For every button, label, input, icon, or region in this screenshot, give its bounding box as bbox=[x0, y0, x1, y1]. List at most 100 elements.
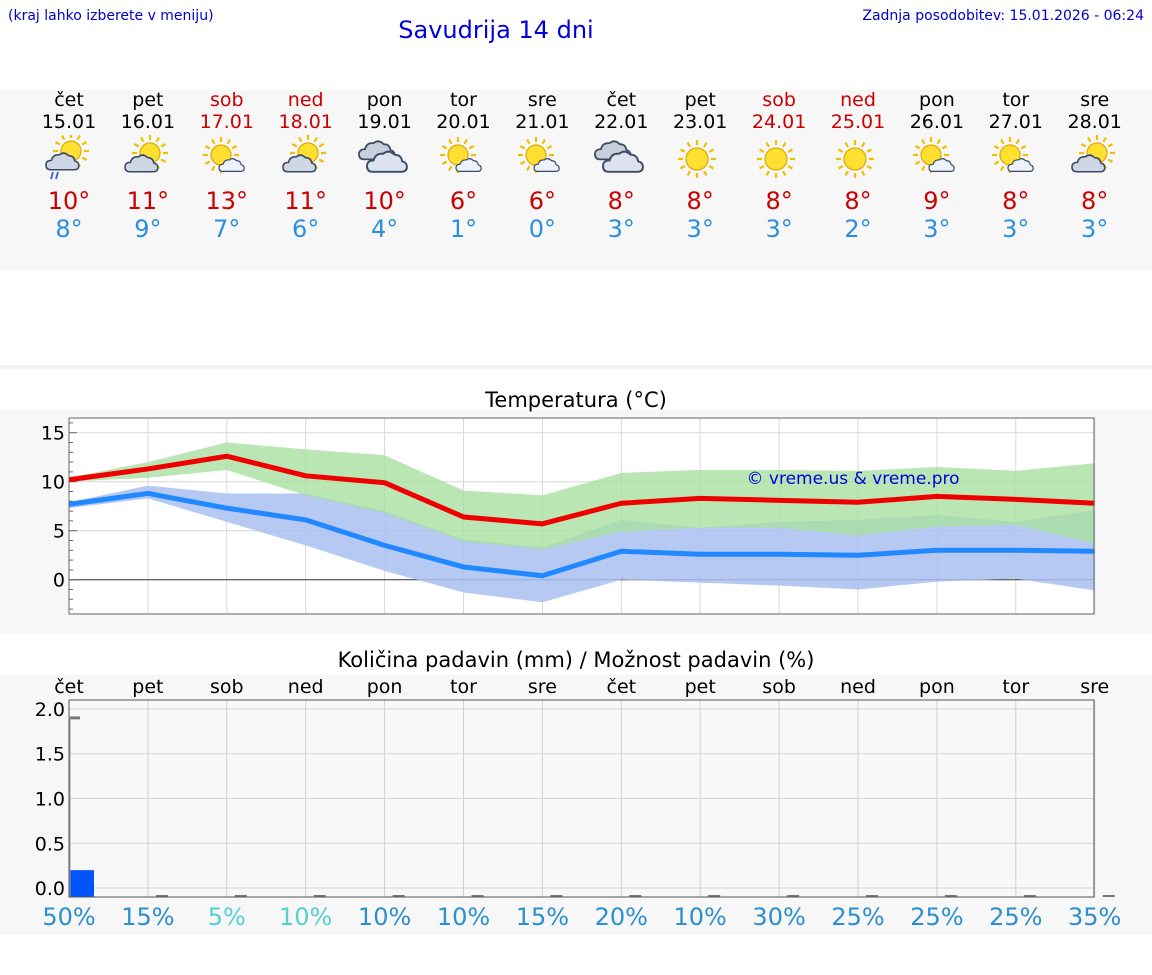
day-name: čet bbox=[606, 89, 637, 111]
x-category-label: tor bbox=[450, 676, 477, 698]
day-date: 20.01 bbox=[436, 111, 491, 133]
y-tick-label: 0.0 bbox=[35, 878, 65, 900]
day-name: ned bbox=[840, 89, 876, 111]
max-temperature: 8° bbox=[607, 187, 635, 215]
sun-cloud-icon bbox=[1055, 135, 1135, 185]
precipitation-probability: 10% bbox=[436, 903, 491, 931]
temperature-chart-title: Temperatura (°C) bbox=[485, 388, 667, 412]
max-temperature-line bbox=[68, 453, 1095, 527]
day-column: sob 24.01 8° 3° bbox=[739, 89, 819, 243]
forecast-strip bbox=[0, 90, 1152, 270]
x-category-label: sob bbox=[762, 676, 796, 698]
x-category-label: pon bbox=[367, 676, 403, 698]
day-column: tor 27.01 8° 3° bbox=[976, 89, 1056, 243]
plot-frame bbox=[68, 699, 1095, 898]
precipitation-probability: 10% bbox=[279, 903, 333, 931]
day-name: sob bbox=[762, 89, 796, 111]
min-temperature: 3° bbox=[923, 215, 951, 243]
max-temperature: 9° bbox=[923, 187, 951, 215]
sun-small-cloud-icon bbox=[424, 135, 504, 185]
sun-small-cloud-icon bbox=[897, 135, 977, 185]
min-temperature: 3° bbox=[765, 215, 793, 243]
precipitation-probability: 10% bbox=[357, 903, 412, 931]
day-name: sre bbox=[527, 89, 557, 111]
day-column: sob 17.01 13° 7° bbox=[187, 89, 267, 243]
min-temperature-line bbox=[68, 490, 1095, 579]
day-column: tor 20.01 6° 1° bbox=[424, 89, 504, 243]
day-column: pon 19.01 10° 4° bbox=[345, 89, 425, 243]
day-name: tor bbox=[450, 89, 477, 111]
day-date: 25.01 bbox=[830, 111, 886, 133]
day-name: pon bbox=[919, 89, 955, 111]
min-temperature: 7° bbox=[213, 215, 241, 243]
divider bbox=[0, 365, 1152, 369]
y-tick-label: 10 bbox=[41, 472, 65, 494]
day-name: pet bbox=[132, 89, 164, 111]
max-temperature: 13° bbox=[205, 187, 249, 215]
cloudy-icon bbox=[581, 135, 661, 185]
day-column: sre 28.01 8° 3° bbox=[1055, 89, 1135, 243]
max-temperature: 10° bbox=[47, 187, 91, 215]
day-date: 22.01 bbox=[594, 111, 649, 133]
day-date: 24.01 bbox=[751, 111, 807, 133]
sun-icon bbox=[818, 135, 898, 185]
day-name: sob bbox=[210, 89, 244, 111]
precipitation-probability: 35% bbox=[1068, 903, 1122, 931]
precipitation-probability: 20% bbox=[594, 903, 648, 931]
day-name: ned bbox=[287, 89, 324, 111]
day-column: pon 26.01 9° 3° bbox=[897, 89, 977, 243]
day-name: tor bbox=[1002, 89, 1030, 111]
day-date: 19.01 bbox=[357, 111, 412, 133]
precipitation-probability: 15% bbox=[515, 903, 570, 931]
min-temperature: 0° bbox=[528, 215, 557, 243]
min-temperature: 2° bbox=[844, 215, 872, 243]
sun-icon bbox=[739, 135, 819, 185]
location-menu-hint[interactable]: (kraj lahko izberete v meniju) bbox=[8, 8, 214, 24]
sun-icon bbox=[660, 135, 740, 185]
x-category-label: pet bbox=[685, 676, 716, 698]
day-name: pon bbox=[366, 89, 403, 111]
max-temperature: 8° bbox=[1002, 187, 1030, 215]
day-date: 21.01 bbox=[515, 111, 570, 133]
day-name: sre bbox=[1080, 89, 1110, 111]
y-tick-label: 5 bbox=[53, 521, 65, 543]
last-update: Zadnja posodobitev: 15.01.2026 - 06:24 bbox=[862, 8, 1144, 24]
precipitation-probability: 25% bbox=[989, 903, 1043, 931]
x-category-label: sre bbox=[528, 676, 557, 698]
x-category-label: pet bbox=[132, 676, 163, 698]
y-tick-label: 15 bbox=[41, 423, 65, 445]
day-column: pet 16.01 11° 9° bbox=[108, 89, 188, 243]
max-temperature: 8° bbox=[686, 187, 714, 215]
day-date: 16.01 bbox=[120, 111, 176, 133]
day-column: sre 21.01 6° 0° bbox=[502, 89, 582, 243]
cloudy-icon bbox=[345, 135, 425, 185]
y-tick-label: 1.0 bbox=[35, 789, 65, 811]
x-category-label: ned bbox=[288, 676, 324, 698]
day-name: čet bbox=[54, 89, 84, 111]
x-category-label: sob bbox=[210, 676, 244, 698]
day-column: ned 18.01 11° 6° bbox=[266, 89, 346, 243]
min-temperature: 6° bbox=[292, 215, 320, 243]
precipitation-bar bbox=[70, 870, 94, 897]
precipitation-probability: 25% bbox=[831, 903, 885, 931]
min-temperature: 4° bbox=[370, 215, 399, 243]
sun-cloud-icon bbox=[108, 135, 188, 185]
x-category-label: čet bbox=[54, 676, 84, 698]
max-temperature: 8° bbox=[765, 187, 793, 215]
precipitation-probability: 25% bbox=[910, 903, 964, 931]
max-temperature: 6° bbox=[528, 187, 557, 215]
precipitation-probability: 50% bbox=[42, 903, 96, 931]
sun-small-cloud-icon bbox=[976, 135, 1056, 185]
sun-cloud-icon bbox=[266, 135, 346, 185]
x-category-label: ned bbox=[840, 676, 876, 698]
day-name: pet bbox=[684, 89, 716, 111]
precipitation-chart-title: Količina padavin (mm) / Možnost padavin … bbox=[337, 648, 815, 672]
min-temperature: 3° bbox=[1081, 215, 1109, 243]
day-date: 18.01 bbox=[278, 111, 333, 133]
y-tick-label: 0 bbox=[53, 570, 65, 592]
plot-frame bbox=[68, 417, 1095, 615]
y-tick-label: 0.5 bbox=[35, 833, 65, 855]
sun-cloud-rain-icon bbox=[29, 133, 109, 185]
day-date: 17.01 bbox=[199, 111, 254, 133]
day-date: 27.01 bbox=[988, 111, 1043, 133]
